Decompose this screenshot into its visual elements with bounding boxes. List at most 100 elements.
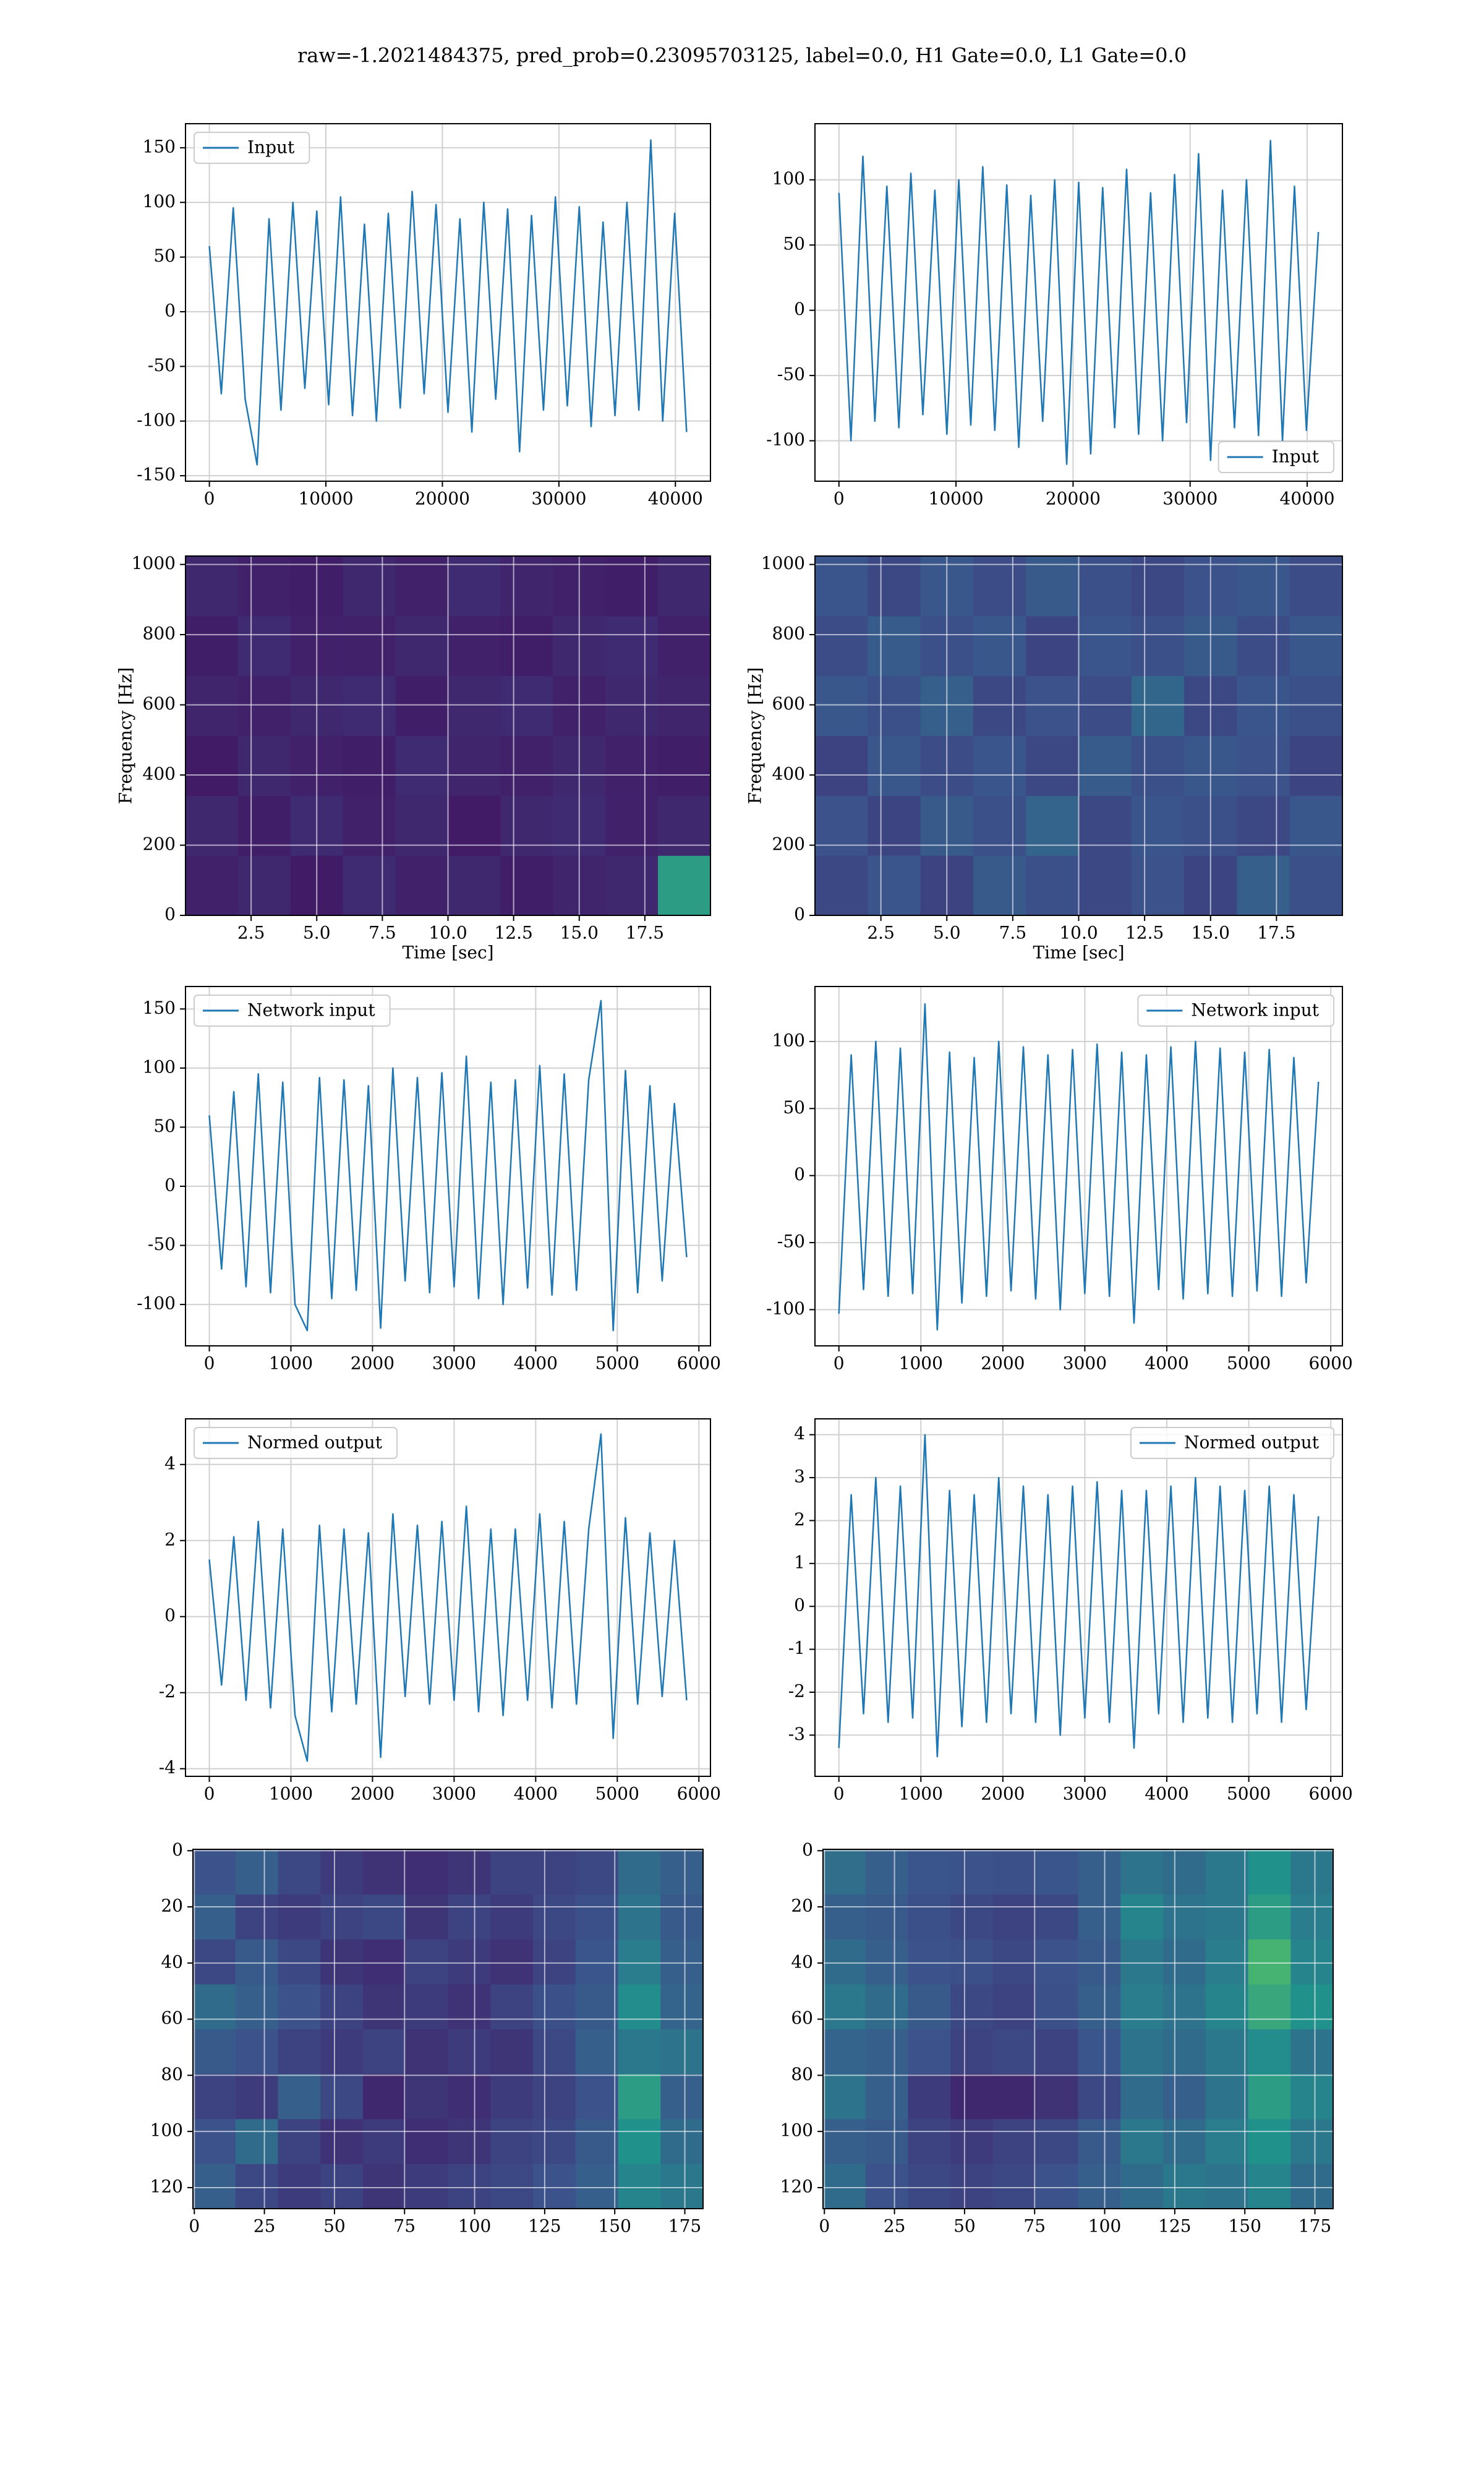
legend-box [194,995,391,1027]
heatmap-cell [1078,675,1132,736]
heatmap-cell [235,1894,278,1940]
heatmap-cell [660,1939,704,1985]
heatmap-cell [865,2118,908,2164]
x-tick-label: 5.0 [933,923,961,943]
heatmap-cell [815,675,868,736]
y-axis-label: Frequency [Hz] [116,667,136,804]
y-tick-label: 40 [161,1951,183,1972]
y-tick-label: 2 [164,1529,176,1549]
heatmap-cell [186,735,239,796]
y-tick-label: 4 [164,1453,176,1473]
heatmap-cell [363,1849,406,1895]
x-tick-label: 5000 [595,1784,639,1804]
heatmap-cell [605,735,659,796]
y-tick-label: 0 [802,1839,813,1860]
heatmap-cell [395,735,448,796]
heatmap-cell [1237,855,1290,916]
heatmap-cell [237,735,291,796]
heatmap-cell [448,1939,491,1985]
subplot: 2.5 5.0 7.5 10.0 12.5 15.0 17.5 0 200 400 600 800 10… [116,553,711,963]
x-tick-label: 25 [254,2216,276,2236]
heatmap-cell [868,735,921,796]
y-tick-label: 0 [794,904,805,925]
x-tick-label: 15.0 [1192,923,1230,943]
heatmap-cell [500,855,553,916]
y-tick-label: 150 [143,998,176,1018]
heatmap-cell [973,735,1026,796]
heatmap-cell [448,2029,491,2074]
y-tick-label: 0 [794,1164,805,1184]
heatmap-cell [1035,2164,1078,2209]
subplot: 0 10000 20000 30000 40000 -100 -50 0 50 100 Input [766,123,1343,509]
x-tick-label: 6000 [1309,1353,1353,1374]
y-tick-label: 400 [772,764,805,784]
heatmap-cell [320,1939,364,1985]
heatmap-cell [1248,1894,1291,1940]
heatmap-cell [1078,2029,1121,2074]
y-tick-label: 120 [780,2176,813,2196]
y-tick-label: 600 [772,693,805,714]
heatmap-cell [618,2074,661,2120]
x-axis-label: Time [sec] [1033,943,1124,963]
heatmap-cell [193,2074,236,2120]
heatmap-cell [1205,2029,1248,2074]
heatmap-cell [343,855,396,916]
heatmap-cell [1163,1894,1206,1940]
heatmap-cell [405,1894,448,1940]
heatmap-cell [1248,1984,1291,2029]
x-tick-label: 6000 [1309,1784,1353,1804]
heatmap-cell [950,1939,994,1985]
heatmap-cell [448,615,501,677]
heatmap-cell [815,615,868,677]
heatmap-cell [278,1939,321,1985]
x-tick-label: 10000 [298,489,353,509]
heatmap-cell [618,2164,661,2209]
heatmap-cell [533,1939,576,1985]
heatmap-cell [1078,795,1132,856]
heatmap-cell [1078,1894,1121,1940]
heatmap-cell [193,2118,236,2164]
y-tick-label: -1 [788,1638,805,1658]
y-tick-label: -50 [777,1231,805,1252]
heatmap-cell [235,2164,278,2209]
heatmap-cell [278,2118,321,2164]
heatmap-cell [950,2164,994,2209]
heatmap-cell [395,675,448,736]
y-tick-label: 4 [794,1423,805,1444]
heatmap-cell [660,2164,704,2209]
line [208,999,688,1332]
heatmap-cell [278,1894,321,1940]
heatmap-cell [908,1894,951,1940]
x-tick-label: 30000 [531,489,586,509]
x-tick-label: 5000 [1227,1353,1271,1374]
x-tick-label: 0 [819,2216,830,2236]
heatmap-cell [950,1894,994,1940]
heatmap-cell [490,2164,534,2209]
y-tick-label: 40 [791,1951,813,1972]
heatmap-cell [605,795,659,856]
y-tick-label: 200 [772,834,805,854]
heatmap-cell [605,855,659,916]
x-tick-label: 7.5 [999,923,1027,943]
heatmap-cell [823,2164,866,2209]
legend-box [1217,441,1334,473]
axes-frame [814,986,1343,1346]
heatmap-cell [363,2164,406,2209]
x-tick-label: 1000 [269,1353,313,1374]
heatmap-cell [993,2118,1036,2164]
x-axis-label: Time [sec] [402,943,493,963]
heatmap-cell [237,556,291,617]
y-tick-label: 800 [143,623,176,644]
heatmap-cell [1078,1849,1121,1895]
heatmap-cell [448,556,501,617]
heatmap-cell [533,2074,576,2120]
heatmap-cell [1163,1849,1206,1895]
heatmap-cell [1248,2118,1291,2164]
heatmap-cell [490,1984,534,2029]
heatmap-cell [1237,735,1290,796]
heatmap-cell [278,1849,321,1895]
heatmap-cell [660,1984,704,2029]
heatmap-cell [973,556,1026,617]
x-tick-label: 100 [1088,2216,1121,2236]
heatmap-cell [448,675,501,736]
